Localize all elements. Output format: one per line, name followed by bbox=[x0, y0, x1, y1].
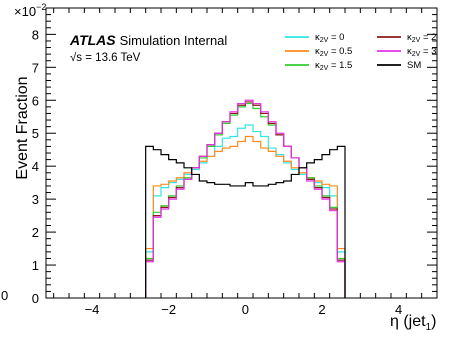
legend-label: κ2V = 3 bbox=[407, 46, 436, 58]
series-line-1 bbox=[145, 135, 346, 298]
y-axis-title: Event Fraction bbox=[14, 76, 31, 179]
x-tick-label: 0 bbox=[242, 302, 249, 317]
y-tick-label: 6 bbox=[32, 93, 39, 108]
legend-label: κ2V = 0 bbox=[315, 32, 344, 44]
legend-label: SM bbox=[407, 60, 421, 71]
energy-label: √s = 13.6 TeV bbox=[70, 51, 141, 64]
y-multiplier-exp: −2 bbox=[36, 2, 46, 12]
axes: −4 −2 0 2 4 0 1 2 3 4 5 6 7 8 bbox=[32, 7, 438, 317]
atlas-label: ATLAS Simulation Internal bbox=[69, 32, 227, 48]
legend-label: κ2V = 0.5 bbox=[315, 46, 352, 58]
histogram-series bbox=[145, 99, 346, 298]
x-tick-label: −2 bbox=[161, 302, 176, 317]
x-tick-label: −4 bbox=[85, 302, 100, 317]
series-line-5 bbox=[145, 145, 346, 298]
x-tick-label: 4 bbox=[395, 302, 402, 317]
series-line-0 bbox=[145, 124, 346, 298]
y-multiplier: ×10−2 bbox=[14, 2, 46, 19]
series-line-2 bbox=[145, 102, 346, 298]
y-tick-label: 1 bbox=[32, 258, 39, 273]
y-tick-label: 7 bbox=[32, 60, 39, 75]
y-tick-label: 5 bbox=[32, 126, 39, 141]
legend-label: κ2V = 2 bbox=[407, 32, 436, 44]
edge-stray-label: 0 bbox=[1, 288, 8, 303]
legend: κ2V = 0 κ2V = 0.5 κ2V = 1.5 κ2V = 2 κ2V = 3 S… bbox=[285, 32, 436, 72]
x-tick-label: 2 bbox=[318, 302, 325, 317]
y-tick-label: 2 bbox=[32, 225, 39, 240]
y-tick-label: 0 bbox=[32, 291, 39, 306]
y-tick-label: 3 bbox=[32, 192, 39, 207]
legend-label: κ2V = 1.5 bbox=[315, 60, 352, 72]
y-tick-label: 4 bbox=[32, 159, 39, 174]
y-tick-label: 8 bbox=[32, 27, 39, 42]
series-line-4 bbox=[145, 99, 346, 298]
x-axis-title: η (jet1) bbox=[390, 313, 436, 333]
series-line-3 bbox=[145, 101, 346, 298]
